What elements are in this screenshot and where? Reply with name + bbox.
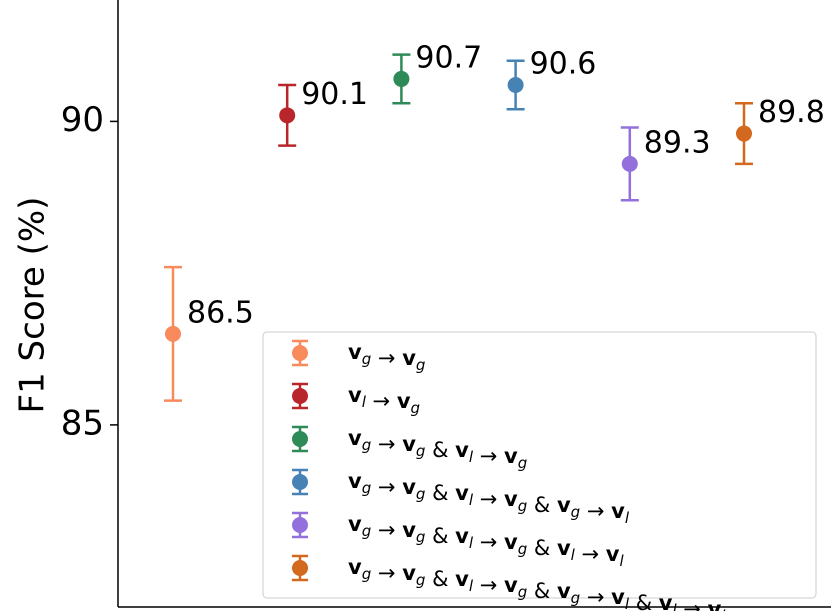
point (621, 155, 638, 172)
value-label: 89.8 (758, 95, 825, 130)
legend-label: vg → vg (348, 340, 425, 374)
point (736, 125, 752, 142)
legend-marker (292, 431, 308, 447)
legend-marker (292, 560, 308, 576)
value-label: 89.3 (644, 125, 711, 160)
legend-label: vg → vg & vl → vg & vg → vl (348, 469, 630, 527)
legend-marker (292, 388, 308, 404)
value-label: 90.6 (530, 46, 597, 81)
value-label: 90.7 (415, 40, 482, 75)
legend-marker (292, 474, 308, 490)
value-label: 86.5 (187, 295, 254, 330)
legend-label: vg → vg & vl → vg & vl → vl (348, 512, 624, 570)
y-tick-label: 90 (61, 100, 104, 140)
y-tick-label: 85 (61, 403, 104, 443)
value-label: 90.1 (301, 77, 368, 112)
y-axis-label: F1 Score (%) (13, 197, 53, 414)
legend-box (262, 331, 817, 599)
legend-label: vg → vg & vl → vg (348, 426, 527, 472)
legend-marker (292, 345, 308, 361)
point (279, 107, 296, 124)
legend-label: vl → vg (348, 383, 420, 417)
point (393, 70, 410, 87)
legend-marker (292, 517, 308, 533)
point (507, 76, 524, 93)
point (165, 325, 181, 342)
